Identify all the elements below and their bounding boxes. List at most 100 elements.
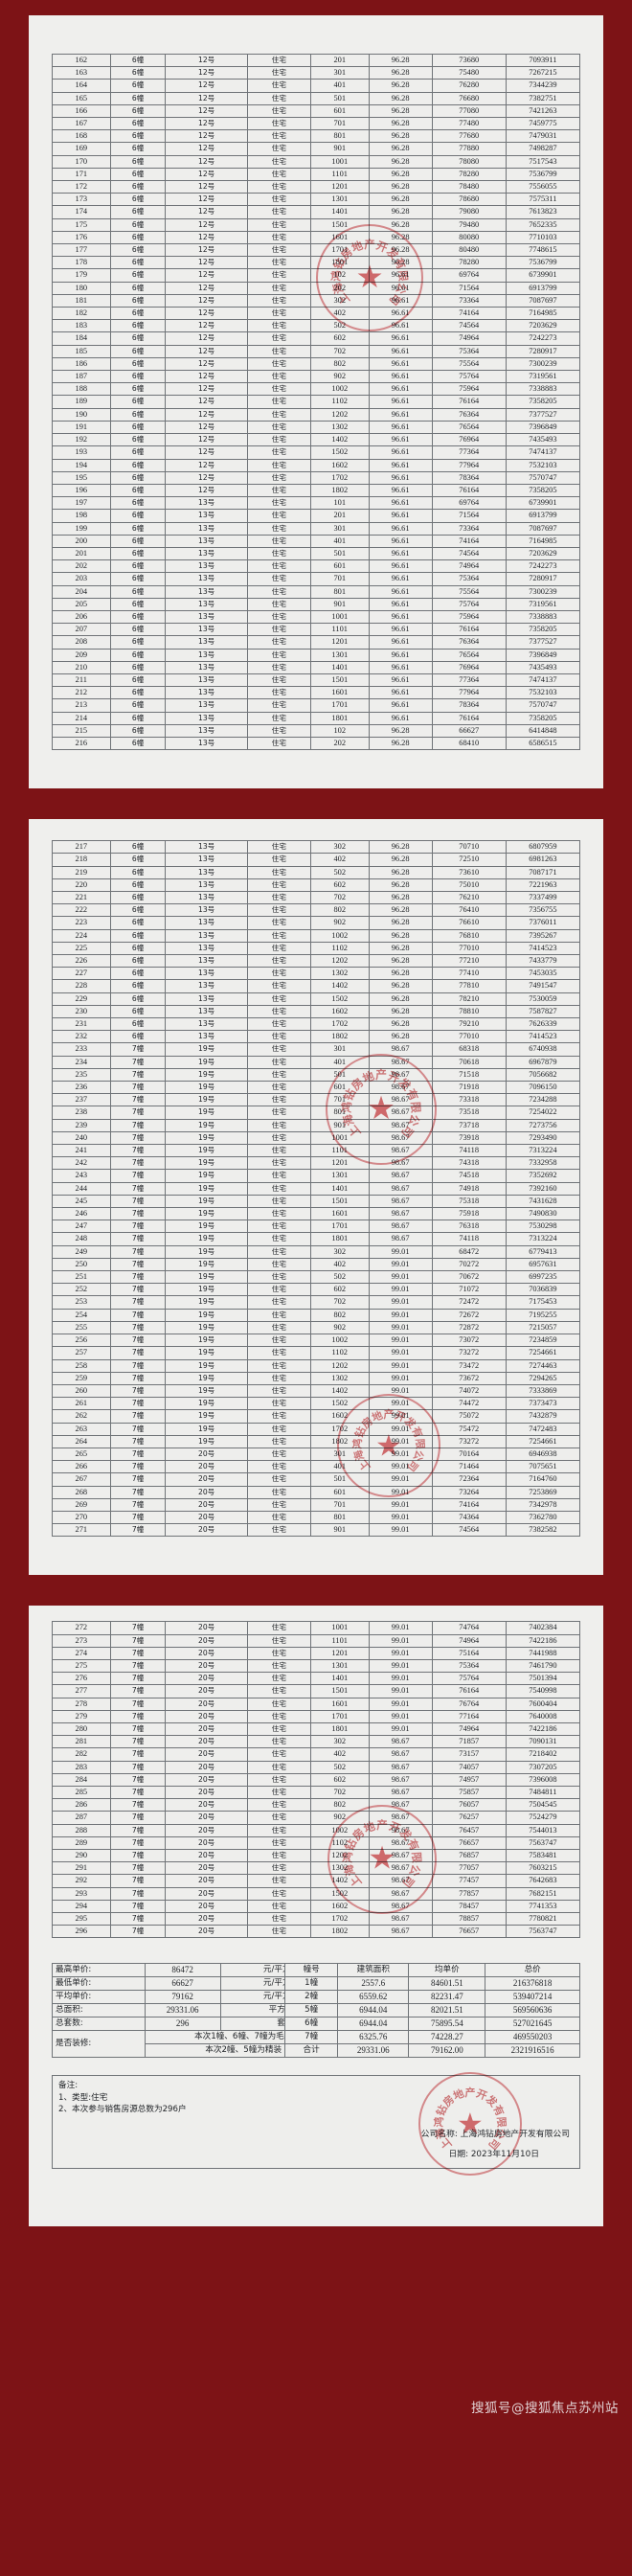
cell-type: 住宅: [246, 205, 311, 219]
cell-type: 住宅: [246, 243, 311, 258]
cell-building: 7幢: [109, 1672, 167, 1686]
col-header-building: 幢号: [283, 1963, 339, 1978]
cell-total-price: 7422186: [505, 1721, 581, 1737]
cell-room-no: 502: [309, 1760, 370, 1774]
table-row: 246 7幢 19号 住宅 1601 98.67 75918 7490830: [52, 1207, 581, 1221]
table-row: 277 7幢 20号 住宅 1501 99.01 76164 7540998: [52, 1684, 581, 1698]
table-row: 296 7幢 20号 住宅 1802 98.67 76657 7563747: [52, 1925, 581, 1939]
cell-seq: 181: [52, 293, 111, 308]
cell-door-no: 19号: [165, 1130, 248, 1146]
cell-building: 7幢: [109, 1207, 167, 1221]
cell-total-price: 7563747: [505, 1835, 581, 1851]
cell-total-price: 7342978: [505, 1497, 581, 1512]
cell-type: 住宅: [246, 979, 311, 993]
cell-seq: 238: [52, 1106, 111, 1120]
cell-area: 96.61: [368, 420, 433, 435]
cell-unit-price: 78364: [431, 698, 507, 713]
table-row: 264 7幢 19号 住宅 1802 99.01 73272 7254661: [52, 1434, 581, 1448]
cell-type: 住宅: [246, 1067, 311, 1083]
cell-seq: 251: [52, 1270, 111, 1285]
cell-type: 住宅: [246, 521, 311, 536]
cell-type: 住宅: [246, 953, 311, 969]
cell-building: 7幢: [109, 1130, 167, 1146]
cell-room-no: 1201: [309, 1646, 370, 1660]
cell-room-no: 902: [309, 1320, 370, 1335]
cell-door-no: 13号: [165, 916, 248, 930]
table-row: 233 7幢 19号 住宅 301 98.67 68318 6740938: [52, 1042, 581, 1057]
cell-total-price: 7396849: [505, 648, 581, 662]
cell-unit-price: 76257: [431, 1811, 507, 1825]
cell-room-no: 802: [309, 1798, 370, 1812]
cell-building: 7幢: [109, 1144, 167, 1158]
cell-total-price: 7441988: [505, 1646, 581, 1660]
cell-total-price: 7431628: [505, 1194, 581, 1209]
cell-unit-price: 74918: [431, 1181, 507, 1196]
cell-type: 住宅: [246, 1621, 311, 1635]
cell-door-no: 12号: [165, 117, 248, 131]
cell-area: 96.61: [368, 597, 433, 611]
cell-building: 7幢: [109, 1320, 167, 1335]
summary-label: 平均单价:: [52, 1990, 146, 2005]
cell-room-no: 1402: [309, 979, 370, 993]
cell-building: 6幢: [109, 53, 167, 68]
table-row: 241 7幢 19号 住宅 1101 98.67 74118 7313224: [52, 1144, 581, 1158]
cell-type: 住宅: [246, 268, 311, 283]
cell-building: 6幢: [109, 967, 167, 981]
cell-room-no: 1302: [309, 967, 370, 981]
cell-room-no: 1802: [309, 1030, 370, 1044]
summary-cell-building: 7幢: [283, 2030, 339, 2045]
cell-door-no: 12号: [165, 407, 248, 422]
table-row: 214 6幢 13号 住宅 1801 96.61 76164 7358205: [52, 711, 581, 725]
cell-type: 住宅: [246, 1371, 311, 1385]
cell-seq: 277: [52, 1684, 111, 1698]
cell-building: 7幢: [109, 1270, 167, 1285]
cell-room-no: 102: [309, 268, 370, 283]
cell-room-no: 1602: [309, 1409, 370, 1424]
table-row: 290 7幢 20号 住宅 1202 98.67 76857 7583481: [52, 1848, 581, 1863]
table-row: 168 6幢 12号 住宅 801 96.28 77680 7479031: [52, 129, 581, 144]
cell-unit-price: 73518: [431, 1106, 507, 1120]
cell-area: 99.01: [368, 1334, 433, 1348]
cell-building: 7幢: [109, 1055, 167, 1069]
cell-total-price: 7461790: [505, 1658, 581, 1674]
cell-type: 住宅: [246, 1823, 311, 1837]
cell-building: 7幢: [109, 1295, 167, 1310]
cell-total-price: 7254022: [505, 1106, 581, 1120]
cell-unit-price: 76457: [431, 1823, 507, 1837]
cell-seq: 220: [52, 878, 111, 892]
cell-total-price: 6981263: [505, 853, 581, 867]
cell-door-no: 20号: [165, 1925, 248, 1939]
cell-unit-price: 76164: [431, 395, 507, 409]
cell-door-no: 20号: [165, 1721, 248, 1737]
cell-seq: 285: [52, 1785, 111, 1800]
cell-type: 住宅: [246, 1899, 311, 1914]
cell-room-no: 401: [309, 1460, 370, 1474]
cell-room-no: 1302: [309, 1371, 370, 1385]
table-row: 283 7幢 20号 住宅 502 98.67 74057 7307205: [52, 1760, 581, 1774]
cell-unit-price: 74564: [431, 546, 507, 561]
cell-total-price: 6807959: [505, 840, 581, 855]
table-row: 291 7幢 20号 住宅 1302 98.67 77057 7603215: [52, 1861, 581, 1876]
cell-area: 99.01: [368, 1721, 433, 1737]
cell-building: 6幢: [109, 293, 167, 308]
cell-seq: 186: [52, 356, 111, 372]
cell-room-no: 701: [309, 1093, 370, 1107]
cell-unit-price: 74964: [431, 331, 507, 346]
cell-door-no: 19号: [165, 1295, 248, 1310]
cell-room-no: 1102: [309, 1835, 370, 1851]
cell-room-no: 1401: [309, 660, 370, 674]
cell-area: 98.67: [368, 1785, 433, 1800]
cell-door-no: 20号: [165, 1523, 248, 1538]
cell-room-no: 1202: [309, 1848, 370, 1863]
cell-type: 住宅: [246, 509, 311, 523]
cell-building: 7幢: [109, 1510, 167, 1525]
cell-room-no: 1601: [309, 230, 370, 245]
table-row: 269 7幢 20号 住宅 701 99.01 74164 7342978: [52, 1497, 581, 1512]
cell-area: 99.01: [368, 1684, 433, 1698]
cell-unit-price: 75564: [431, 356, 507, 372]
cell-building: 7幢: [109, 1472, 167, 1487]
cell-seq: 229: [52, 992, 111, 1006]
cell-building: 6幢: [109, 509, 167, 523]
cell-area: 98.67: [368, 1925, 433, 1939]
cell-building: 6幢: [109, 407, 167, 422]
